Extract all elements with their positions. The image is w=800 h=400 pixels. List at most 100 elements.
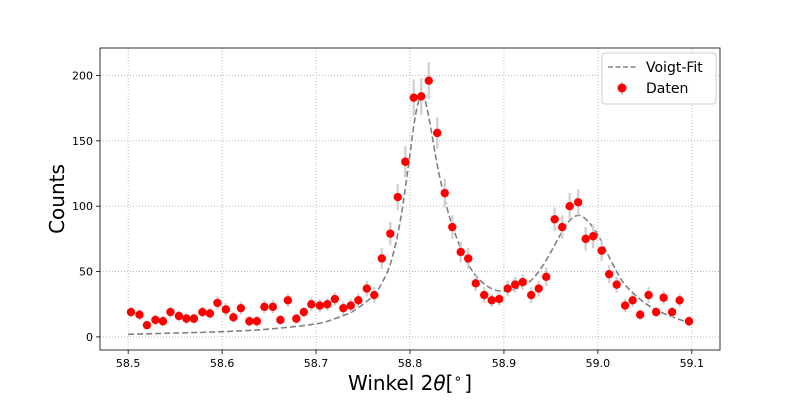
data-point <box>651 307 661 317</box>
data-point <box>417 92 426 101</box>
data-point <box>151 315 160 325</box>
data-point <box>433 128 442 138</box>
y-tick-label: 150 <box>72 135 93 148</box>
data-point <box>424 76 433 85</box>
data-point <box>393 192 402 202</box>
data-point <box>339 303 348 313</box>
data-point <box>283 296 293 305</box>
data-point <box>495 294 504 304</box>
data-point <box>386 229 395 238</box>
data-point <box>471 279 480 288</box>
data-point <box>604 269 614 279</box>
data-point <box>198 307 207 317</box>
data-point <box>684 317 694 326</box>
data-point <box>174 311 184 321</box>
x-tick-label: 58.6 <box>210 357 235 370</box>
data-point <box>330 294 340 304</box>
data-point <box>299 307 309 317</box>
data-point <box>644 290 653 300</box>
data-point <box>260 302 269 312</box>
data-point <box>581 234 590 244</box>
y-tick-label: 100 <box>72 200 93 213</box>
data-point <box>213 298 222 308</box>
data-point <box>573 198 583 207</box>
data-point <box>612 280 621 289</box>
x-tick-label: 59.0 <box>586 357 611 370</box>
data-point <box>456 247 465 257</box>
x-tick-label: 59.1 <box>680 357 705 370</box>
legend-data-marker <box>617 83 627 93</box>
data-point <box>526 290 536 300</box>
data-point <box>620 301 630 310</box>
data-point <box>135 310 144 319</box>
data-point <box>487 296 496 305</box>
data-point <box>142 320 152 330</box>
data-point <box>464 254 473 263</box>
y-tick-label: 0 <box>86 331 93 344</box>
data-point <box>659 293 668 302</box>
data-point <box>346 301 356 310</box>
data-point <box>597 246 606 255</box>
data-point <box>440 188 449 198</box>
data-point <box>377 254 387 263</box>
x-axis-label-open-bracket: [ <box>446 371 454 395</box>
data-point <box>126 307 136 317</box>
data-point <box>480 290 489 300</box>
data-point <box>166 307 175 317</box>
x-tick-label: 58.5 <box>116 357 141 370</box>
data-point <box>182 314 191 323</box>
x-tick-label: 58.9 <box>492 357 517 370</box>
data-point <box>189 314 199 323</box>
x-axis-label-prefix: Winkel 2 <box>348 371 433 395</box>
data-point <box>448 222 457 232</box>
y-axis-label: Counts <box>45 164 69 234</box>
data-point <box>158 317 168 326</box>
data-point <box>503 284 512 293</box>
data-point <box>268 302 278 312</box>
x-axis-label: Winkel 2θ[∘] <box>348 371 472 395</box>
data-point <box>323 300 332 309</box>
x-tick-label: 58.7 <box>304 357 329 370</box>
data-point <box>221 305 231 314</box>
x-tick-label: 58.8 <box>398 357 423 370</box>
y-tick-label: 200 <box>72 69 93 82</box>
data-point <box>292 314 301 323</box>
data-point <box>245 317 254 326</box>
data-point <box>315 301 325 310</box>
data-point <box>511 280 520 289</box>
data-point <box>409 93 418 102</box>
x-axis-ticks: 58.5 58.6 58.7 58.8 58.9 59.0 59.1 <box>116 350 704 370</box>
x-axis-label-close-bracket: ] <box>464 371 472 395</box>
data-point <box>635 310 645 319</box>
x-axis-label-degree: ∘ <box>453 371 462 387</box>
data-point <box>401 157 410 166</box>
y-axis-ticks: 0 50 100 150 200 <box>72 69 100 344</box>
data-point <box>628 296 637 305</box>
data-point <box>534 284 543 293</box>
x-axis-label-theta: θ <box>433 371 445 395</box>
legend-box <box>601 52 717 105</box>
legend-fit-label: Voigt-Fit <box>646 60 703 76</box>
data-point <box>667 307 677 317</box>
data-point <box>252 317 262 326</box>
data-points-layer <box>126 76 694 330</box>
data-point <box>550 215 559 224</box>
data-point <box>565 201 574 211</box>
data-point <box>675 296 684 305</box>
data-point <box>307 300 316 309</box>
data-point <box>518 277 527 287</box>
data-point <box>205 309 215 318</box>
data-point <box>588 232 598 241</box>
data-point <box>229 313 238 322</box>
legend: Voigt-Fit Daten <box>601 52 717 105</box>
data-point <box>354 296 363 305</box>
data-point <box>557 222 567 232</box>
data-point <box>370 290 379 300</box>
data-point <box>542 272 551 281</box>
data-point <box>362 284 371 293</box>
legend-data-label: Daten <box>646 81 688 97</box>
data-point <box>236 303 246 313</box>
y-tick-label: 50 <box>79 266 93 279</box>
data-point <box>276 315 285 325</box>
